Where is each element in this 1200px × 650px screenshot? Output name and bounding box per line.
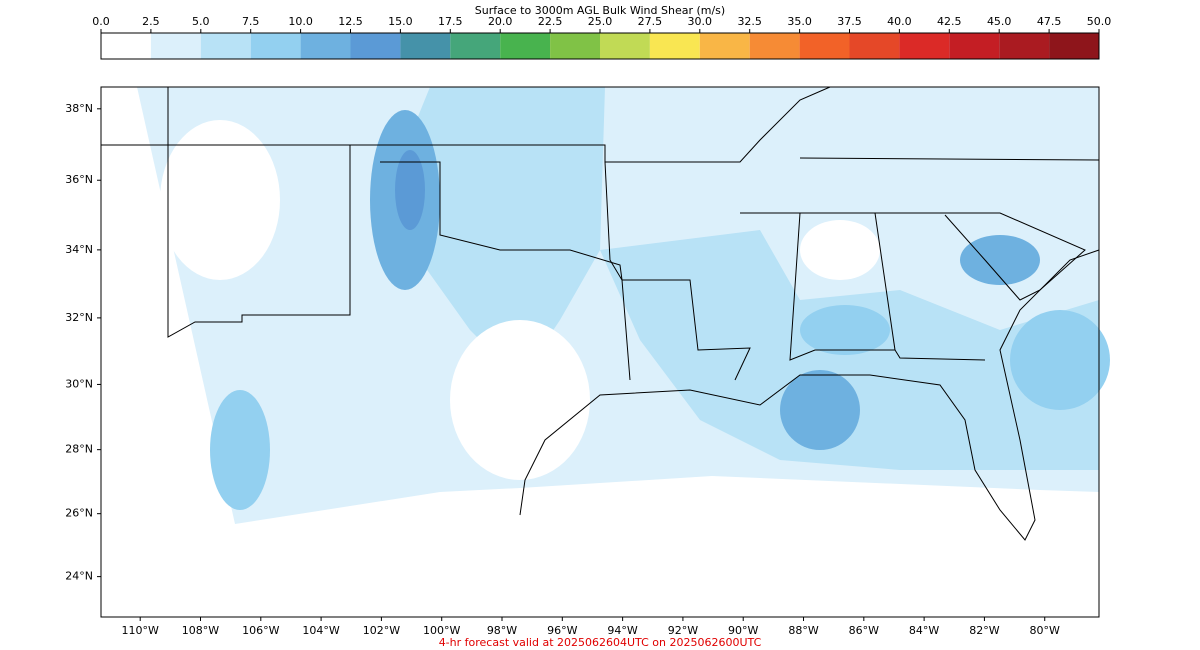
colorbar-bin — [749, 33, 800, 59]
colorbar-tick-label: 25.0 — [588, 15, 613, 28]
state-line — [740, 212, 1086, 301]
lon-label: 110°W — [122, 624, 159, 637]
lat-label: 34°N — [65, 243, 93, 256]
colorbar-bin — [1049, 33, 1099, 59]
colorbar-tick-label: 32.5 — [737, 15, 762, 28]
map-axes: 38°N 36°N 34°N 32°N 30°N 28°N 26°N 24°N 110°W 108… — [65, 102, 1060, 637]
colorbar-tick-label: 15.0 — [388, 15, 413, 28]
lon-label: 102°W — [363, 624, 400, 637]
lon-label: 108°W — [182, 624, 219, 637]
colorbar-tick-label: 50.0 — [1087, 15, 1112, 28]
colorbar-tick-label: 45.0 — [987, 15, 1012, 28]
colorbar-tick-label: 0.0 — [92, 15, 110, 28]
map-frame — [100, 86, 1100, 618]
lon-label: 88°W — [788, 624, 818, 637]
colorbar-tick-label: 2.5 — [142, 15, 160, 28]
colorbar-bin — [649, 33, 700, 59]
lat-label: 32°N — [65, 311, 93, 324]
colorbar-bin — [101, 33, 151, 59]
colorbar-bin — [250, 33, 301, 59]
state-line — [874, 212, 896, 351]
colorbar-tick-label: 17.5 — [438, 15, 463, 28]
colorbar-bin — [500, 33, 551, 59]
lat-label: 38°N — [65, 102, 93, 115]
lat-label: 30°N — [65, 377, 93, 390]
colorbar-tick-label: 5.0 — [192, 15, 210, 28]
lon-label: 90°W — [728, 624, 758, 637]
colorbar-tick-label: 47.5 — [1037, 15, 1062, 28]
state-line — [101, 86, 831, 163]
colorbar-tick-label: 12.5 — [338, 15, 363, 28]
lon-label: 80°W — [1030, 624, 1060, 637]
colorbar-tick-label: 22.5 — [538, 15, 563, 28]
field-gap — [450, 320, 590, 480]
lon-label: 82°W — [969, 624, 999, 637]
colorbar-tick-label: 27.5 — [638, 15, 663, 28]
lat-label: 26°N — [65, 507, 93, 520]
lon-label: 84°W — [909, 624, 939, 637]
forecast-note: 4-hr forecast valid at 2025062604UTC on … — [439, 636, 762, 649]
colorbar-tick-label: 40.0 — [887, 15, 912, 28]
lon-label: 98°W — [487, 624, 517, 637]
colorbar-bin — [949, 33, 1000, 59]
lon-label: 86°W — [849, 624, 879, 637]
colorbar-bin — [400, 33, 451, 59]
lon-label: 94°W — [607, 624, 637, 637]
colorbar-bin — [600, 33, 650, 59]
lat-label: 36°N — [65, 173, 93, 186]
colorbar-tick-label: 7.5 — [242, 15, 260, 28]
colorbar-bin — [849, 33, 900, 59]
colorbar-bin — [999, 33, 1050, 59]
colorbar-bin — [150, 33, 201, 59]
field-blob — [1010, 310, 1110, 410]
colorbar-bin — [550, 33, 600, 59]
lon-label: 100°W — [423, 624, 460, 637]
field-blob — [210, 390, 270, 510]
lat-label: 24°N — [65, 570, 93, 583]
map-field — [137, 87, 1110, 524]
field-blob — [960, 235, 1040, 285]
field-gap — [160, 120, 280, 280]
field-blob — [780, 370, 860, 450]
state-line — [167, 87, 351, 338]
lon-label: 106°W — [242, 624, 279, 637]
colorbar-tick-label: 35.0 — [787, 15, 812, 28]
lon-label: 92°W — [668, 624, 698, 637]
colorbar-tick-label: 10.0 — [288, 15, 313, 28]
state-line — [380, 161, 751, 381]
field-blob — [395, 150, 425, 230]
state-line — [604, 161, 631, 381]
colorbar-tick-label: 42.5 — [937, 15, 962, 28]
coastline — [519, 249, 1100, 541]
lon-label: 96°W — [547, 624, 577, 637]
borders — [101, 86, 1100, 541]
field-gap — [800, 220, 880, 280]
colorbar-bin — [699, 33, 750, 59]
state-line — [789, 212, 986, 361]
colorbar-title: Surface to 3000m AGL Bulk Wind Shear (m/… — [475, 4, 725, 17]
colorbar-bin — [300, 33, 351, 59]
colorbar-tick-label: 30.0 — [688, 15, 713, 28]
colorbar-bin — [799, 33, 850, 59]
colorbar-tick-label: 20.0 — [488, 15, 513, 28]
colorbar-tick-label: 37.5 — [837, 15, 862, 28]
state-line — [799, 157, 1100, 161]
lon-label: 104°W — [302, 624, 339, 637]
lat-label: 28°N — [65, 443, 93, 456]
colorbar-bin — [450, 33, 501, 59]
colorbar-bin — [899, 33, 950, 59]
colorbar-bin — [200, 33, 251, 59]
colorbar: 0.0 2.5 5.0 7.5 10.0 12.5 15.0 17.5 20.0 22.5 25.0… — [92, 15, 1112, 60]
colorbar-bin — [350, 33, 401, 59]
field-blob — [800, 305, 890, 355]
